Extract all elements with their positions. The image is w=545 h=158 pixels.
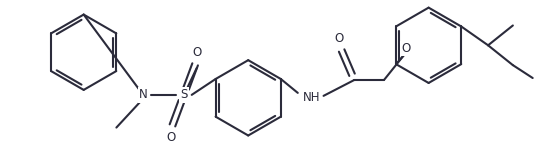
- Text: NH: NH: [303, 91, 320, 104]
- Text: O: O: [166, 131, 175, 144]
- Text: O: O: [192, 46, 201, 59]
- Text: S: S: [180, 88, 187, 101]
- Text: N: N: [139, 88, 148, 101]
- Text: O: O: [401, 42, 410, 55]
- Text: O: O: [335, 32, 344, 45]
